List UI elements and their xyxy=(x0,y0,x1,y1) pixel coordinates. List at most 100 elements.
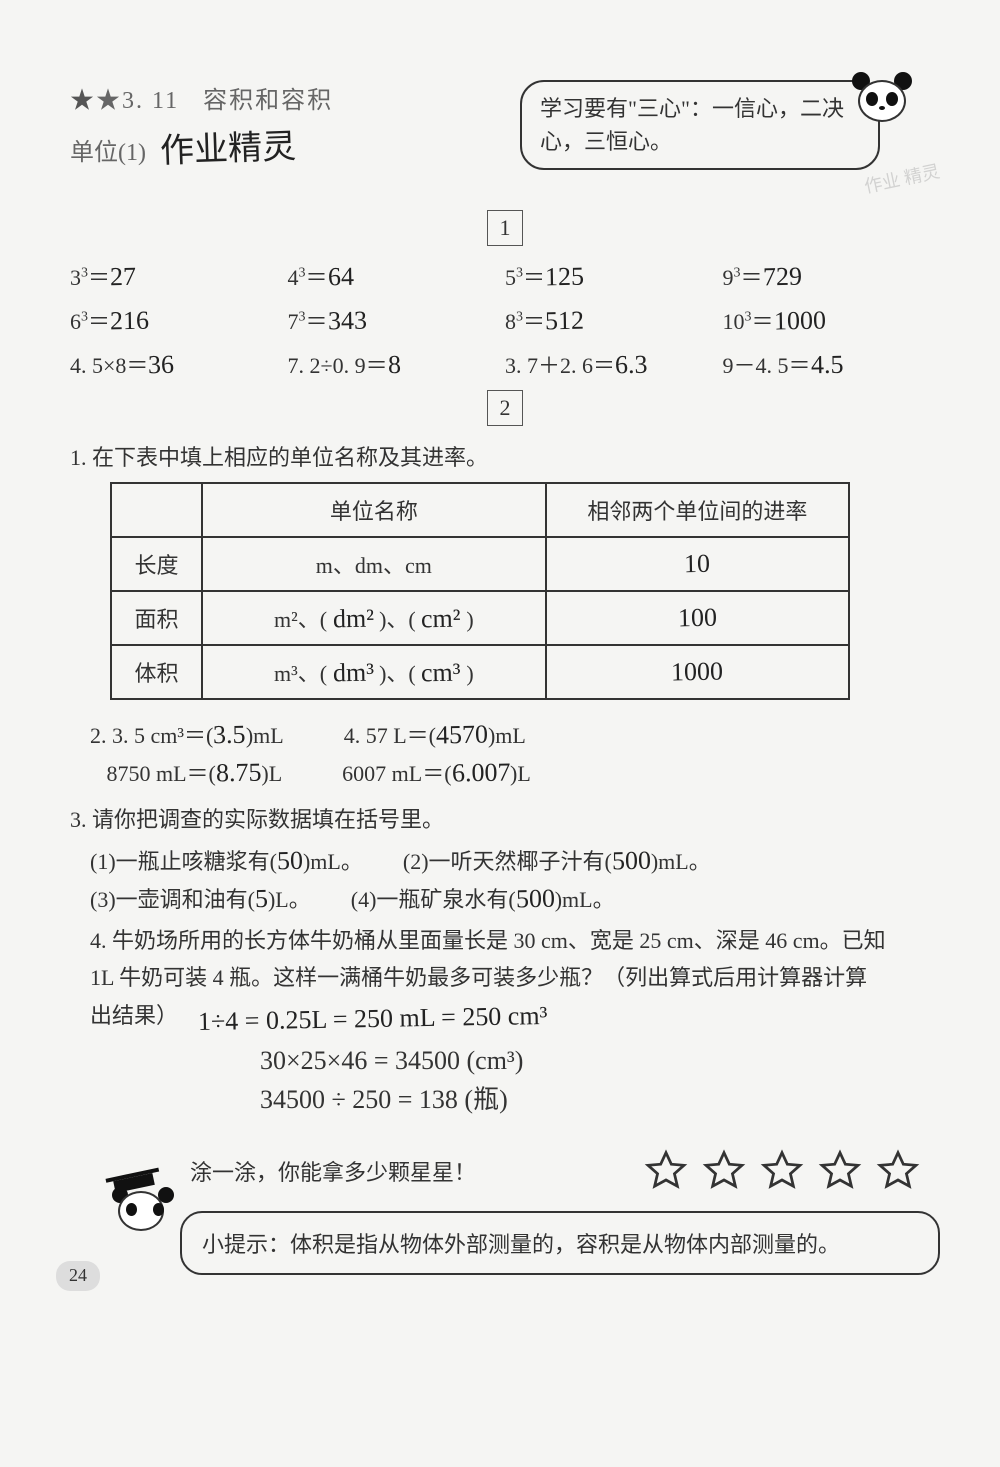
calc-answer: 4.5 xyxy=(810,350,843,381)
row-label: 体积 xyxy=(111,645,202,699)
cell-name: m、dm、cm xyxy=(202,537,546,591)
calc-expression: 73＝ xyxy=(288,309,328,334)
cell-name: m²、( dm² )、( cm² ) xyxy=(202,591,546,645)
calc-expression: 33＝ xyxy=(70,265,110,290)
worksheet-page: ★★3. 11 容积和容积 单位(1) 作业精灵 学习要有"三心"：一信心，二决… xyxy=(0,0,1000,1315)
q3-right: (4)一瓶矿泉水有(500)mL。 xyxy=(351,882,615,914)
q3-left: (3)一壶调和油有(5)L。 xyxy=(90,882,311,914)
unit-table: 单位名称 相邻两个单位间的进率 长度 m、dm、cm 10 面积 m²、( dm… xyxy=(110,482,850,700)
q2-row: 8750 mL＝(8.75)L 6007 mL＝(6.007)L xyxy=(90,756,940,788)
cell-rate: 100 xyxy=(546,591,849,645)
table-row: 长度 m、dm、cm 10 xyxy=(111,537,849,591)
calc-grid: 33＝2743＝6453＝12593＝72963＝21673＝34383＝512… xyxy=(70,260,940,380)
star-outline-icon xyxy=(760,1149,804,1193)
panda-graduate-icon xyxy=(106,1173,184,1251)
work-line: 1÷4 = 0.25L = 250 mL = 250 cm³ xyxy=(198,994,548,1044)
calc-answer: 6.3 xyxy=(615,350,648,381)
title-block: ★★3. 11 容积和容积 单位(1) 作业精灵 xyxy=(70,80,333,170)
col-header-name: 单位名称 xyxy=(202,483,546,537)
calc-cell: 43＝64 xyxy=(288,260,506,292)
q2-right: 4. 57 L＝(4570)mL xyxy=(344,718,526,750)
calc-expression: 53＝ xyxy=(505,265,545,290)
calc-cell: 3. 7＋2. 6＝6.3 xyxy=(505,348,723,380)
calc-expression: 83＝ xyxy=(505,309,545,334)
star-outline-icon xyxy=(876,1149,920,1193)
q3-row: (1)一瓶止咳糖浆有(50)mL。 (2)一听天然椰子汁有(500)mL。 xyxy=(90,844,940,876)
section-box-1: 1 xyxy=(487,210,523,246)
table-corner xyxy=(111,483,202,537)
calc-answer: 27 xyxy=(110,262,137,292)
tip-box: 小提示：体积是指从物体外部测量的，容积是从物体内部测量的。 xyxy=(180,1211,940,1275)
q1-prompt: 1. 在下表中填上相应的单位名称及其进率。 xyxy=(70,440,940,472)
work-line: 30×25×46 = 34500 (cm³) xyxy=(260,1041,940,1080)
cell-name: m³、( dm³ )、( cm³ ) xyxy=(202,645,546,699)
panda-icon xyxy=(850,72,914,128)
unit-line: 单位(1) 作业精灵 xyxy=(70,121,333,170)
q3-right: (2)一听天然椰子汁有(500)mL。 xyxy=(403,844,711,876)
q4-line2: 1L 牛奶可装 4 瓶。这样一满桶牛奶最多可装多少瓶？（列出算式后用计算器计算 xyxy=(90,959,940,996)
work-line: 34500 ÷ 250 = 138 (瓶) xyxy=(260,1080,940,1119)
star-outline-icon xyxy=(702,1149,746,1193)
calc-expression: 43＝ xyxy=(288,265,328,290)
calc-expression: 3. 7＋2. 6＝ xyxy=(505,353,615,378)
q3-items: (1)一瓶止咳糖浆有(50)mL。 (2)一听天然椰子汁有(500)mL。 (3)一… xyxy=(90,844,940,914)
calc-cell: 33＝27 xyxy=(70,260,288,292)
calc-answer: 36 xyxy=(148,350,175,380)
motto-callout: 学习要有"三心"：一信心，二决心，三恒心。 xyxy=(520,80,880,170)
star-outline-icon xyxy=(644,1149,688,1193)
page-number: 24 xyxy=(56,1261,100,1291)
calc-expression: 9－4. 5＝ xyxy=(723,353,811,378)
cell-rate: 1000 xyxy=(546,645,849,699)
q2-left: 8750 mL＝(8.75)L xyxy=(90,756,282,788)
calc-expression: 4. 5×8＝ xyxy=(70,353,148,378)
q4-block: 4. 牛奶场所用的长方体牛奶桶从里面量长是 30 cm、宽是 25 cm、深是 … xyxy=(90,922,940,1119)
q3-row: (3)一壶调和油有(5)L。 (4)一瓶矿泉水有(500)mL。 xyxy=(90,882,940,914)
calc-answer: 216 xyxy=(110,306,150,337)
calc-answer: 125 xyxy=(545,262,585,293)
unit-label: 单位(1) xyxy=(70,140,146,166)
row-label: 面积 xyxy=(111,591,202,645)
q4-line3: 出结果） xyxy=(90,997,178,1034)
q3-left: (1)一瓶止咳糖浆有(50)mL。 xyxy=(90,844,363,876)
cell-rate: 10 xyxy=(546,537,849,591)
star-outline-icon xyxy=(818,1149,862,1193)
calc-cell: 9－4. 5＝4.5 xyxy=(723,348,941,380)
section-number-line: ★★3. 11 容积和容积 xyxy=(70,80,333,115)
col-header-rate: 相邻两个单位间的进率 xyxy=(546,483,849,537)
calc-cell: 63＝216 xyxy=(70,304,288,336)
calc-cell: 83＝512 xyxy=(505,304,723,336)
stars-container xyxy=(644,1149,920,1193)
calc-cell: 7. 2÷0. 9＝8 xyxy=(288,348,506,380)
table-row: 体积 m³、( dm³ )、( cm³ ) 1000 xyxy=(111,645,849,699)
calc-answer: 512 xyxy=(545,306,585,337)
stars-row: 涂一涂，你能拿多少颗星星！ xyxy=(70,1149,940,1193)
q4-work: 1÷4 = 0.25L = 250 mL = 250 cm³ xyxy=(198,997,940,1041)
calc-cell: 4. 5×8＝36 xyxy=(70,348,288,380)
header-row: ★★3. 11 容积和容积 单位(1) 作业精灵 学习要有"三心"：一信心，二决… xyxy=(70,80,940,170)
calc-expression: 7. 2÷0. 9＝ xyxy=(288,353,388,378)
calc-cell: 73＝343 xyxy=(288,304,506,336)
q2-right: 6007 mL＝(6.007)L xyxy=(342,756,531,788)
q4-line1: 4. 牛奶场所用的长方体牛奶桶从里面量长是 30 cm、宽是 25 cm、深是 … xyxy=(90,922,940,959)
calc-expression: 103＝ xyxy=(723,309,774,334)
tip-text: 小提示：体积是指从物体外部测量的，容积是从物体内部测量的。 xyxy=(202,1232,840,1257)
star-icon: ★ xyxy=(70,88,96,114)
handwritten-title: 作业精灵 xyxy=(159,119,297,173)
calc-answer: 343 xyxy=(327,306,367,337)
calc-answer: 1000 xyxy=(773,306,826,337)
section-title: 容积和容积 xyxy=(203,88,333,114)
q3-prompt: 3. 请你把调查的实际数据填在括号里。 xyxy=(70,802,940,834)
table-row: 面积 m²、( dm² )、( cm² ) 100 xyxy=(111,591,849,645)
motto-text: 学习要有"三心"：一信心，二决心，三恒心。 xyxy=(540,96,844,154)
calc-answer: 8 xyxy=(387,350,401,380)
calc-cell: 103＝1000 xyxy=(723,304,941,336)
section-number: ★3. 11 xyxy=(96,88,179,114)
q2-left: 2. 3. 5 cm³＝(3.5)mL xyxy=(90,718,284,750)
calc-answer: 64 xyxy=(327,262,354,292)
stars-label: 涂一涂，你能拿多少颗星星！ xyxy=(190,1155,476,1187)
row-label: 长度 xyxy=(111,537,202,591)
calc-cell: 93＝729 xyxy=(723,260,941,292)
q2-row: 2. 3. 5 cm³＝(3.5)mL 4. 57 L＝(4570)mL xyxy=(90,718,940,750)
calc-answer: 729 xyxy=(762,262,802,293)
section-box-2: 2 xyxy=(487,390,523,426)
